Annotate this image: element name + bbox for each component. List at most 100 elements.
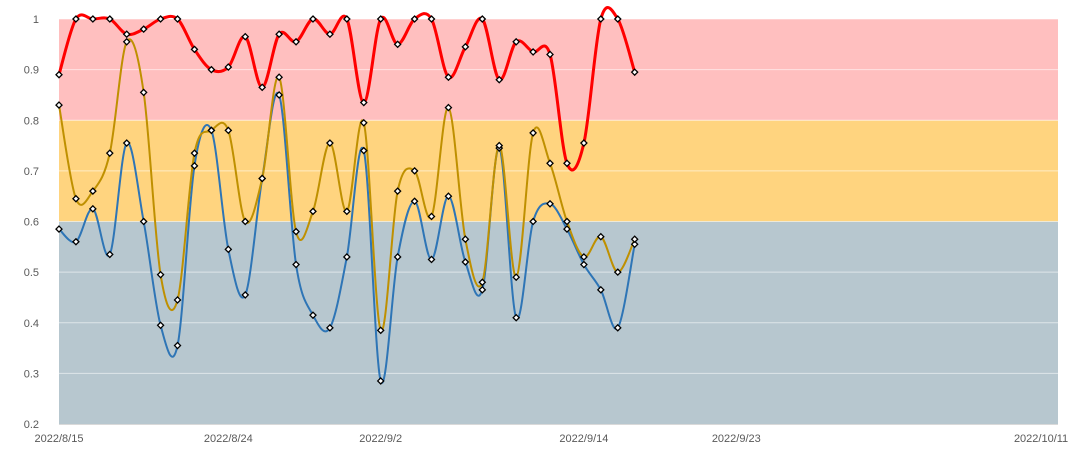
data-point-series-2 (546, 199, 554, 208)
data-point-series-0 (630, 68, 639, 77)
data-point-series-2 (478, 285, 487, 294)
data-point-series-2 (630, 240, 639, 249)
data-point-series-1 (529, 128, 538, 137)
data-point-series-1 (613, 268, 622, 277)
data-point-series-1 (376, 326, 385, 335)
data-point-series-2 (156, 321, 165, 330)
data-point-series-2 (461, 258, 470, 266)
data-point-series-1 (563, 217, 571, 226)
data-point-series-2 (444, 192, 453, 201)
series-line-1 (58, 38, 636, 332)
x-tick-label: 2022/9/23 (712, 433, 761, 445)
data-point-series-2 (613, 323, 622, 332)
data-point-series-1 (309, 207, 317, 216)
data-point-series-2 (105, 250, 114, 259)
data-point-series-2 (55, 225, 63, 234)
data-point-series-2 (359, 146, 368, 155)
y-tick-label: 0.3 (24, 368, 39, 380)
data-point-series-0 (410, 15, 419, 23)
data-point-series-1 (55, 101, 63, 109)
y-tick-label: 0.6 (24, 217, 39, 229)
y-axis-tick-labels: 0.2 0.3 0.4 0.5 0.6 0.7 0.8 0.9 1 (24, 14, 39, 431)
data-point-series-2 (563, 225, 571, 234)
data-point-series-0 (596, 15, 605, 23)
data-point-series-2 (241, 290, 250, 299)
data-point-series-1 (122, 37, 131, 46)
data-point-series-0 (393, 40, 402, 49)
data-point-series-1 (495, 141, 504, 150)
data-point-series-1 (478, 278, 487, 287)
data-point-series-1 (342, 207, 351, 216)
data-point-series-0 (156, 15, 165, 23)
data-point-series-0 (512, 37, 521, 46)
data-point-series-1 (105, 149, 114, 158)
data-point-series-2 (410, 197, 419, 206)
data-point-series-2 (393, 253, 402, 261)
data-point-series-1 (139, 88, 148, 97)
gridlines (59, 18, 1058, 425)
data-point-series-1 (596, 232, 605, 241)
data-point-series-2 (122, 139, 131, 147)
data-point-series-0 (478, 15, 487, 23)
data-point-series-2 (596, 285, 605, 294)
data-point-series-2 (376, 377, 385, 385)
data-point-series-1 (410, 166, 419, 175)
data-point-series-1 (444, 103, 453, 112)
data-point-series-0 (579, 139, 588, 147)
x-tick-label: 2022/9/2 (359, 433, 402, 445)
data-point-series-0 (207, 65, 216, 74)
data-point-series-0 (122, 30, 131, 39)
data-point-series-1 (275, 73, 284, 82)
y-tick-label: 0.9 (24, 65, 39, 77)
data-point-series-0 (309, 15, 317, 23)
y-tick-label: 0.7 (24, 166, 39, 178)
data-point-series-2 (224, 245, 233, 254)
data-point-series-0 (427, 15, 436, 23)
x-tick-label: 2022/10/11 (1014, 433, 1068, 445)
data-point-series-0 (275, 30, 284, 39)
data-point-series-1 (630, 235, 639, 244)
data-point-series-0 (292, 37, 300, 46)
data-point-series-0 (461, 42, 470, 51)
data-point-series-2 (190, 161, 199, 170)
data-point-series-2 (72, 237, 80, 246)
data-point-series-1 (461, 235, 470, 244)
data-point-series-0 (325, 30, 334, 39)
data-point-series-0 (359, 98, 368, 107)
data-point-series-0 (88, 15, 97, 23)
data-point-series-2 (139, 217, 148, 226)
data-point-series-0 (258, 83, 267, 92)
data-point-series-1 (224, 126, 233, 135)
y-tick-label: 0.8 (24, 115, 39, 127)
data-point-series-0 (139, 25, 148, 34)
data-point-series-2 (325, 323, 334, 332)
data-point-series-1 (241, 217, 250, 226)
data-point-series-2 (275, 91, 284, 99)
data-point-series-1 (359, 118, 368, 127)
x-axis-tick-labels: 2022/8/15 2022/8/24 2022/9/2 2022/9/14 2022/… (35, 433, 1069, 445)
data-point-series-2 (579, 260, 588, 269)
data-point-series-0 (546, 50, 554, 59)
data-point-series-2 (173, 341, 182, 350)
data-point-series-1 (72, 194, 80, 203)
data-point-series-1 (292, 227, 300, 236)
y-tick-label: 0.4 (24, 318, 39, 330)
data-point-series-1 (546, 159, 554, 168)
data-point-series-2 (512, 313, 521, 322)
data-point-series-0 (190, 45, 199, 54)
data-point-series-0 (72, 15, 80, 23)
data-point-series-0 (342, 15, 351, 23)
data-point-series-0 (55, 70, 63, 79)
y-tick-label: 1 (33, 14, 39, 26)
data-point-series-2 (88, 204, 97, 213)
data-point-series-0 (105, 15, 114, 23)
data-point-series-2 (427, 255, 436, 264)
data-point-series-1 (156, 270, 165, 279)
data-point-series-1 (207, 126, 216, 135)
data-point-series-1 (325, 139, 334, 147)
data-point-series-0 (173, 15, 182, 23)
data-point-series-1 (579, 253, 588, 261)
data-point-series-0 (224, 63, 233, 72)
